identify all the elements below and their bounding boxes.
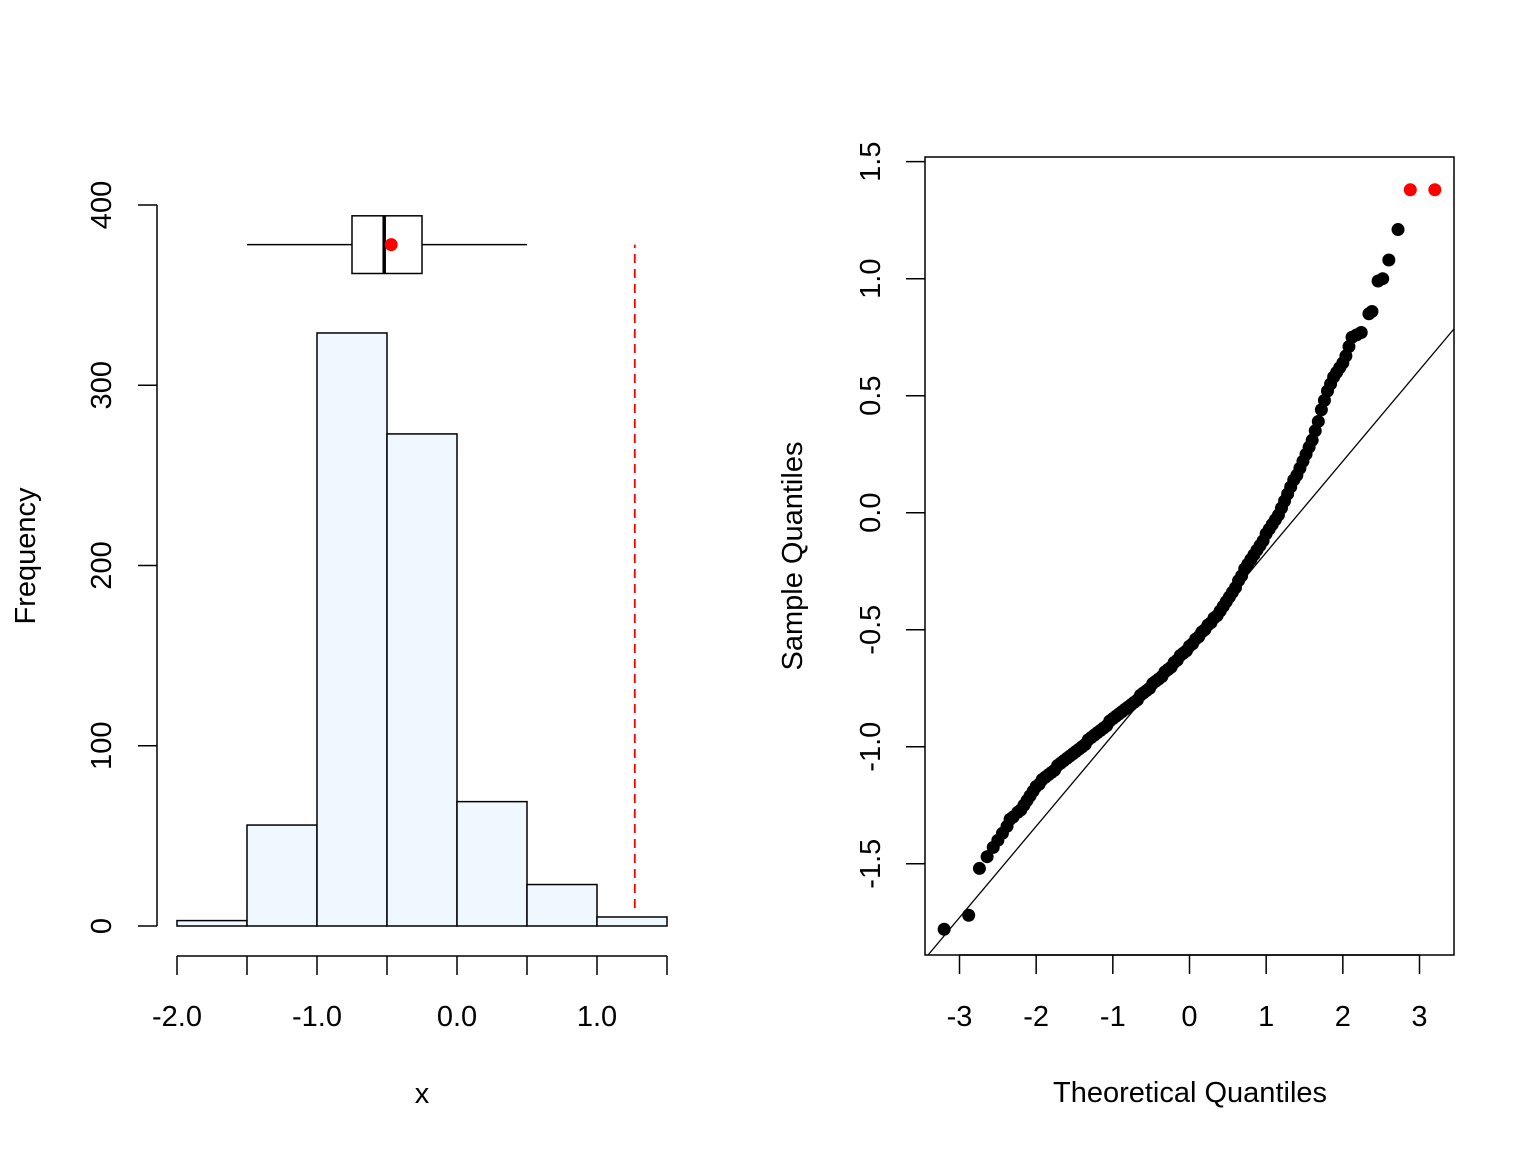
qq-point <box>1376 272 1390 286</box>
y-tick-label: 200 <box>86 541 118 589</box>
x-tick-label: -2 <box>1023 1001 1049 1033</box>
x-tick-label: 1.0 <box>577 1001 617 1033</box>
y-tick-label: 300 <box>86 361 118 409</box>
y-tick-label: -1.5 <box>855 839 887 889</box>
x-tick-label: -2.0 <box>152 1001 202 1033</box>
x-tick-label: -1 <box>1100 1001 1126 1033</box>
qq-plot-panel: -3 -2 -1 0 1 2 3 -1.5 -1.0 -0.5 0.0 0.5 1.0 1.5 Theo… <box>777 142 1455 1109</box>
y-tick-label: 1.0 <box>855 259 887 299</box>
histogram-bar <box>246 824 318 927</box>
qq-point <box>1365 304 1379 318</box>
qq-x-axis-title: Theoretical Quantiles <box>1053 1077 1327 1109</box>
x-tick-label: -3 <box>947 1001 973 1033</box>
qq-point <box>962 908 976 922</box>
histogram-y-axis: 0 100 200 300 400 <box>86 181 158 934</box>
qq-point <box>1354 326 1368 340</box>
histogram-bar <box>456 800 528 927</box>
qq-point <box>1382 253 1396 267</box>
x-tick-label: -1.0 <box>292 1001 342 1033</box>
histogram-bar <box>176 919 248 927</box>
histogram-bars <box>176 332 668 927</box>
y-tick-label: -0.5 <box>855 605 887 655</box>
histogram-bar <box>386 433 458 927</box>
y-tick-label: 0.5 <box>855 376 887 416</box>
qq-highlight-point <box>1403 183 1417 197</box>
y-tick-label: 0 <box>86 918 118 934</box>
qq-y-axis: -1.5 -1.0 -0.5 0.0 0.5 1.0 1.5 <box>855 142 925 889</box>
x-tick-label: 0.0 <box>437 1001 477 1033</box>
histogram-panel: -2.0 -1.0 0.0 1.0 0 100 200 300 400 x Frequency <box>10 181 668 1110</box>
y-tick-label: -1.0 <box>855 722 887 772</box>
qq-point <box>1311 414 1325 428</box>
qq-points <box>937 183 1442 936</box>
qq-y-axis-title: Sample Quantiles <box>777 442 809 671</box>
x-tick-label: 3 <box>1411 1001 1427 1033</box>
histogram-bar <box>526 883 598 927</box>
histogram-x-axis-title: x <box>415 1078 430 1110</box>
qq-point <box>980 850 994 864</box>
qq-highlight-point <box>1428 183 1442 197</box>
x-tick-label: 2 <box>1335 1001 1351 1033</box>
x-tick-label: 0 <box>1181 1001 1197 1033</box>
y-tick-label: 1.5 <box>855 142 887 182</box>
x-tick-label: 1 <box>1258 1001 1274 1033</box>
qq-point <box>1391 223 1405 237</box>
histogram-y-axis-title: Frequency <box>10 487 42 625</box>
qq-point <box>937 922 951 936</box>
y-tick-label: 0.0 <box>855 493 887 533</box>
qq-x-axis: -3 -2 -1 0 1 2 3 <box>947 954 1428 1033</box>
qq-point <box>972 861 986 875</box>
boxplot <box>247 215 636 908</box>
boxplot-mean-point <box>384 238 398 252</box>
y-tick-label: 100 <box>86 722 118 770</box>
boxplot-box <box>351 215 423 275</box>
histogram-bar <box>316 332 388 927</box>
histogram-bar <box>596 916 668 927</box>
y-tick-label: 400 <box>86 181 118 229</box>
histogram-x-axis: -2.0 -1.0 0.0 1.0 <box>152 955 668 1033</box>
